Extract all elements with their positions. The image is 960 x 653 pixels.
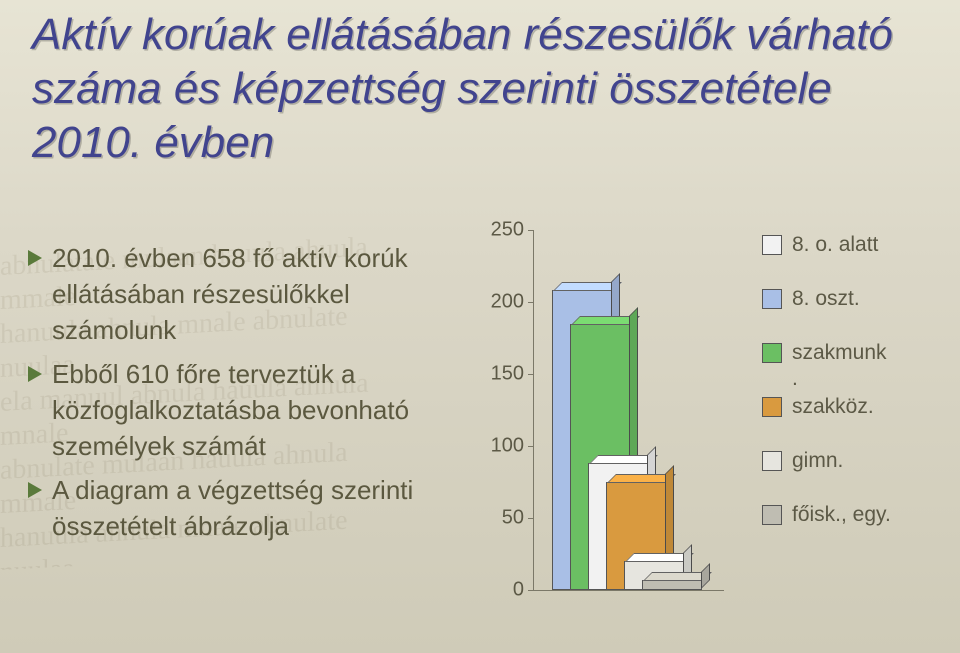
bullet-icon [28, 482, 42, 498]
legend-label: 8. oszt. [792, 286, 942, 312]
chart-ytick [528, 446, 534, 447]
bullet-icon [28, 250, 42, 266]
legend-item-gimn: gimn. [762, 448, 942, 474]
bullet-text: A diagram a végzettség szerinti összetét… [52, 472, 458, 544]
legend-swatch [762, 343, 782, 363]
chart-bar-foisk_egy [642, 580, 702, 590]
chart-ytick-label: 100 [476, 435, 524, 458]
legend-swatch [762, 289, 782, 309]
chart-ytick [528, 590, 534, 591]
chart-ytick-label: 0 [476, 579, 524, 602]
legend-swatch [762, 235, 782, 255]
chart-ytick [528, 302, 534, 303]
chart-ytick [528, 374, 534, 375]
bullet-list: 2010. évben 658 fő aktív korúk ellátásáb… [28, 240, 458, 552]
legend-swatch [762, 505, 782, 525]
legend-label: szakmunk. [792, 340, 942, 392]
chart-ytick-label: 200 [476, 291, 524, 314]
slide-title: Aktív korúak ellátásában részesülők várh… [32, 8, 928, 170]
legend-swatch [762, 451, 782, 471]
bullet-item: 2010. évben 658 fő aktív korúk ellátásáb… [28, 240, 458, 348]
legend-item-oszt8: 8. oszt. [762, 286, 942, 312]
chart-bar-segment [642, 580, 702, 590]
chart-ytick [528, 518, 534, 519]
legend-item-alatt8: 8. o. alatt [762, 232, 942, 258]
bullet-text: 2010. évben 658 fő aktív korúk ellátásáb… [52, 240, 458, 348]
bar-chart: 050100150200250 [475, 230, 735, 610]
chart-legend: 8. o. alatt 8. oszt. szakmunk.szakköz. gimn… [762, 232, 942, 556]
legend-item-szakmunk: szakmunk. [762, 340, 942, 392]
chart-ytick [528, 230, 534, 231]
chart-ytick-label: 150 [476, 363, 524, 386]
chart-ytick-label: 250 [476, 219, 524, 242]
bullet-item: Ebből 610 főre terveztük a közfoglalkozt… [28, 356, 458, 464]
legend-label: szakköz. [792, 394, 942, 420]
bullet-text: Ebből 610 főre terveztük a közfoglalkozt… [52, 356, 458, 464]
chart-plot-area: 050100150200250 [533, 230, 724, 591]
bullet-item: A diagram a végzettség szerinti összetét… [28, 472, 458, 544]
legend-item-szakkoz: szakköz. [762, 394, 942, 420]
legend-label: főisk., egy. [792, 502, 942, 528]
legend-label: gimn. [792, 448, 942, 474]
legend-label: 8. o. alatt [792, 232, 942, 258]
chart-ytick-label: 50 [476, 507, 524, 530]
bullet-icon [28, 366, 42, 382]
legend-swatch [762, 397, 782, 417]
slide-root: abnulatale mulaan hauula ahuula mmale ha… [0, 0, 960, 653]
legend-item-foisk_egy: főisk., egy. [762, 502, 942, 528]
